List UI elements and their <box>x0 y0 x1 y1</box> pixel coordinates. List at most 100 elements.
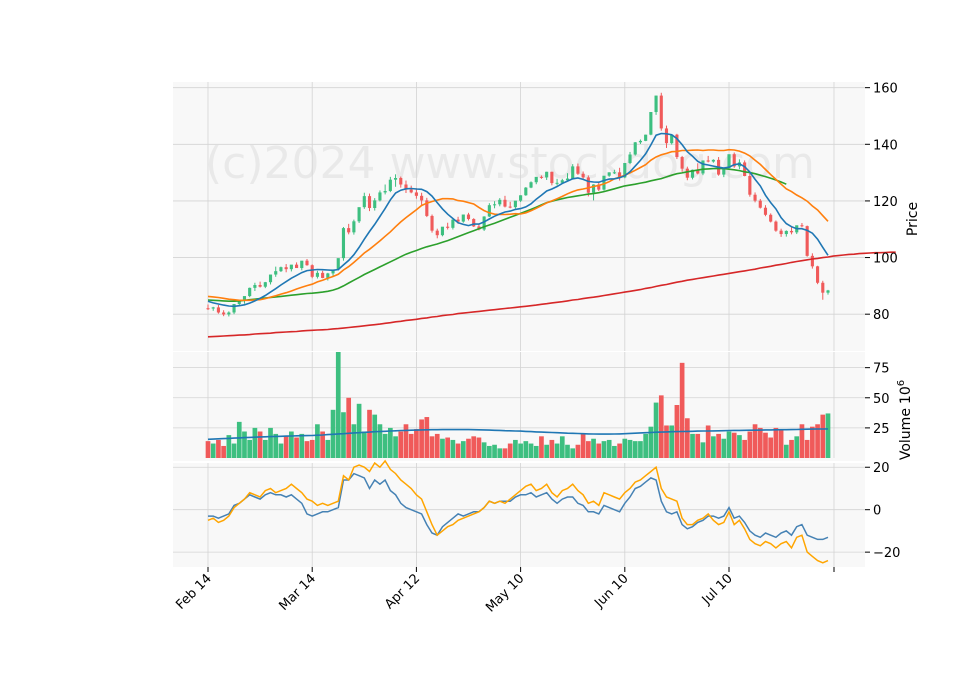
volume-bar <box>367 409 372 458</box>
candle-body <box>821 282 825 293</box>
candle-body <box>805 226 809 256</box>
volume-bar <box>585 441 591 458</box>
candle-body <box>357 207 361 222</box>
volume-bar <box>341 412 346 458</box>
candle-body <box>394 177 398 180</box>
candle-body <box>623 162 627 178</box>
candle-body <box>576 166 580 174</box>
candle-body <box>711 159 715 162</box>
volume-bar <box>247 439 253 458</box>
volume-bar <box>575 444 581 458</box>
volume-bar <box>268 427 273 458</box>
volume-bar <box>591 438 596 458</box>
candle-body <box>482 216 486 230</box>
candle-body <box>258 285 262 287</box>
volume-bar <box>242 431 247 458</box>
volume-bar <box>377 424 383 458</box>
volume-bar <box>429 436 435 458</box>
price-tick-label: 100 <box>873 252 898 267</box>
volume-bar <box>382 433 388 458</box>
candle-body <box>284 267 288 270</box>
volume-bar <box>346 397 352 458</box>
volume-bar <box>408 433 414 458</box>
volume-bar <box>565 444 570 458</box>
volume-axis-base: 10 <box>898 386 914 404</box>
candle-body <box>279 267 283 272</box>
volume-axis-title: Volume <box>898 408 914 460</box>
volume-bar <box>518 443 523 458</box>
candle-body <box>784 230 788 235</box>
oscillator-tick-label: −20 <box>873 546 900 561</box>
volume-bar <box>700 442 706 458</box>
volume-bar <box>783 444 789 458</box>
candle-body <box>487 205 491 217</box>
volume-bar <box>716 433 721 458</box>
candle-body <box>581 173 585 178</box>
volume-bar <box>544 444 549 458</box>
x-tick-label: May 10 <box>483 571 527 615</box>
volume-bar <box>601 441 607 458</box>
volume-bar <box>622 438 628 458</box>
price-tick-label: 140 <box>873 138 898 153</box>
candle-body <box>451 219 455 228</box>
volume-bar <box>653 402 659 458</box>
volume-bar <box>502 448 508 458</box>
candle-body <box>268 274 273 283</box>
volume-bar <box>768 437 774 458</box>
candle-body <box>305 260 309 266</box>
volume-bar <box>419 419 424 458</box>
candle-body <box>638 140 642 143</box>
volume-bar <box>414 429 419 458</box>
volume-axis-label: Volume 106 <box>896 380 914 460</box>
candle-body <box>211 307 215 309</box>
candle-body <box>289 264 293 270</box>
volume-bar <box>747 431 753 458</box>
candle-body <box>597 184 601 190</box>
volume-bar <box>434 433 440 458</box>
candle-body <box>498 199 502 205</box>
candle-body <box>253 285 257 288</box>
volume-bar <box>664 425 669 458</box>
candle-body <box>513 200 517 208</box>
candle-body <box>456 219 460 222</box>
candle-body <box>539 176 544 178</box>
volume-bar <box>810 426 815 458</box>
candle-body <box>378 192 382 201</box>
volume-bar <box>679 362 685 458</box>
volume-bar <box>403 424 409 458</box>
volume-bar <box>216 439 221 458</box>
volume-bar <box>507 443 513 458</box>
volume-bar <box>632 441 638 458</box>
volume-bar <box>815 424 820 458</box>
volume-bar <box>658 395 664 458</box>
volume-bar <box>539 436 544 458</box>
candle-body <box>232 303 236 313</box>
candle-body <box>560 180 564 183</box>
oscillator-slow-line <box>208 472 829 541</box>
candle-body <box>701 160 705 174</box>
volume-bar <box>309 439 315 458</box>
sma-200-line <box>207 251 896 338</box>
volume-bar <box>643 433 648 458</box>
volume-bar <box>466 438 471 458</box>
candle-body <box>404 184 408 190</box>
candle-body <box>383 191 387 193</box>
candle-body <box>321 272 325 278</box>
price-axis-label: Price <box>905 202 921 236</box>
volume-bar <box>262 439 268 458</box>
candle-body <box>732 154 736 167</box>
candle-body <box>367 196 372 209</box>
volume-bar <box>226 435 232 458</box>
candle-body <box>409 189 413 193</box>
candle-body <box>826 290 830 293</box>
candle-body <box>206 308 210 310</box>
volume-bar <box>289 431 294 458</box>
volume-bar <box>705 425 711 458</box>
candle-body <box>722 168 726 175</box>
volume-bar <box>721 438 727 458</box>
volume-bar <box>335 352 341 458</box>
candle-body <box>492 204 497 206</box>
volume-bar <box>283 436 289 458</box>
volume-bar <box>497 448 503 458</box>
